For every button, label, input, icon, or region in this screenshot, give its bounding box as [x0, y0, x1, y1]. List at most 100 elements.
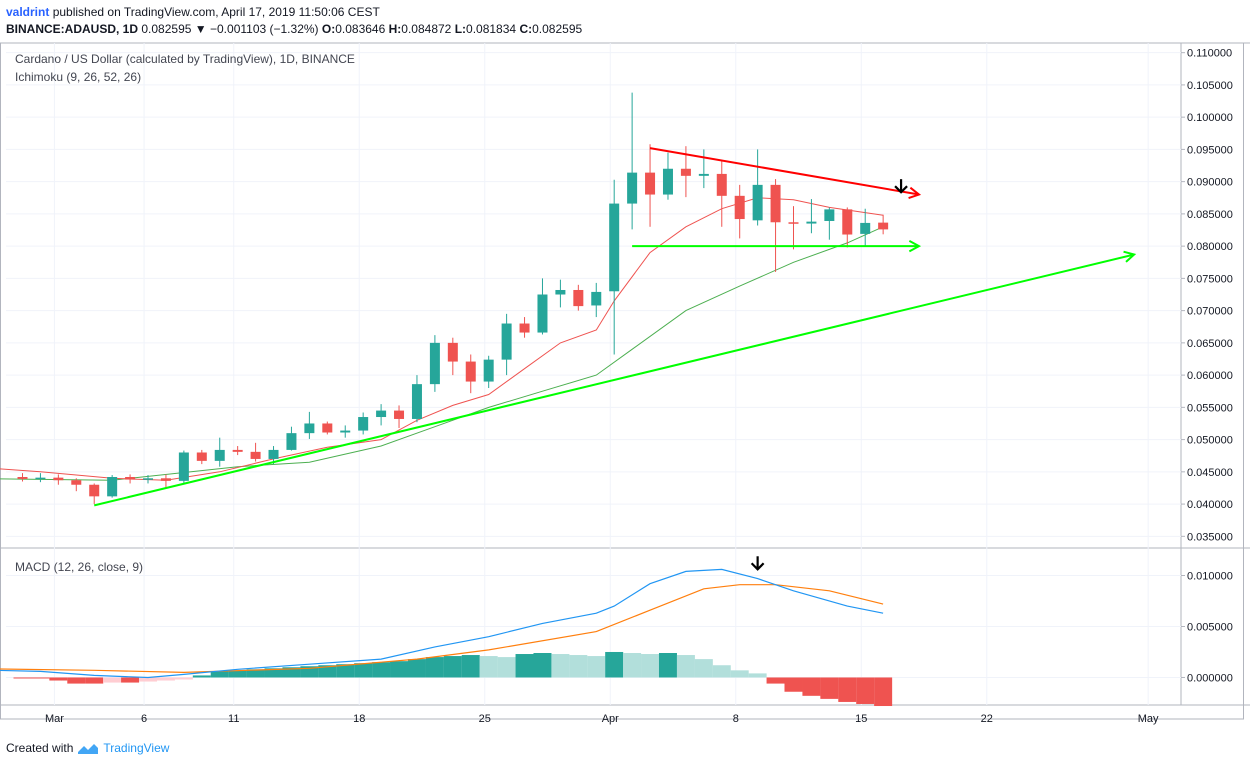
low-label: L: [454, 22, 467, 36]
x-tick-label: May [1138, 713, 1159, 725]
candle-body [71, 480, 82, 485]
macd-histogram-bar [372, 662, 391, 678]
macd-histogram-bar [354, 663, 373, 678]
macd-histogram-bar [838, 677, 857, 702]
candle-body [160, 478, 171, 481]
macd-histogram-bar [282, 667, 301, 678]
macd-histogram-bar [31, 677, 50, 679]
macd-histogram-bar [174, 677, 193, 680]
tradingview-brand-link[interactable]: TradingView [103, 741, 170, 755]
candle-body [698, 173, 709, 176]
macd-histogram-bar [121, 677, 140, 683]
macd-histogram-bar [820, 677, 839, 699]
candle-body [89, 484, 100, 497]
candle-body [519, 323, 530, 333]
open-value: 0.083646 [335, 22, 386, 36]
x-tick-label: Apr [602, 713, 619, 725]
candle-body [842, 209, 853, 235]
macd-histogram-bar [856, 677, 875, 704]
y-tick-label: 0.045000 [1187, 467, 1233, 479]
macd-histogram-bar [784, 677, 803, 692]
close-label: C: [519, 22, 533, 36]
symbol-label: BINANCE:ADAUSD, 1D [6, 22, 139, 36]
x-tick-label: 18 [353, 713, 365, 725]
y-tick-label: 0.075000 [1187, 273, 1233, 285]
ascending-trendline-head [1123, 250, 1137, 263]
macd-histogram-bar [533, 653, 552, 678]
candle-body [591, 291, 602, 306]
candle-body [662, 168, 673, 195]
symbol-ohlc-row: BINANCE:ADAUSD, 1D 0.082595 ▼ −0.001103 … [6, 21, 582, 37]
resistance-trendline [649, 147, 920, 196]
candle-body [573, 289, 584, 307]
macd-histogram-bar [425, 657, 444, 678]
candle-body [680, 168, 691, 176]
author-link[interactable]: valdrint [6, 5, 50, 19]
candle-body [394, 410, 405, 419]
candle-body [178, 452, 189, 481]
y-tick-label: 0.065000 [1187, 338, 1233, 350]
macd-histogram-bar [85, 677, 104, 684]
macd-histogram-bar [641, 654, 660, 678]
x-tick-label: Mar [45, 713, 64, 725]
macd-histogram-bar [766, 677, 785, 684]
y-tick-label: 0.040000 [1187, 499, 1233, 511]
close-value: 0.082595 [532, 22, 583, 36]
candle-body [358, 417, 369, 431]
macd-histogram-bar [246, 669, 265, 678]
support-line-head [908, 239, 922, 253]
candle-body [232, 449, 243, 452]
candle-body [17, 476, 28, 479]
candle-body [788, 222, 799, 224]
candle-body [35, 477, 46, 480]
candle-body [860, 222, 871, 234]
macd-down-arrow-marker-head [750, 562, 765, 571]
macd-tick-label: 0.005000 [1187, 621, 1233, 633]
candle-body [107, 476, 118, 497]
macd-histogram-bar [658, 653, 677, 678]
macd-histogram-bar [139, 677, 158, 682]
macd-legend: MACD (12, 26, close, 9) [15, 560, 144, 574]
candle-body [322, 423, 333, 433]
candle-body [250, 451, 261, 459]
candle-body [376, 410, 387, 418]
candle-body [537, 294, 548, 333]
macd-histogram-bar [49, 677, 68, 681]
candle-body [752, 184, 763, 221]
chart-frame [0, 42, 1244, 720]
macd-histogram-bar [300, 666, 319, 678]
macd-tick-label: 0.000000 [1187, 672, 1233, 684]
macd-histogram-bar [479, 656, 498, 678]
candle-body [806, 221, 817, 224]
macd-histogram-bar [13, 677, 32, 679]
macd-histogram-bar [156, 677, 175, 681]
x-tick-label: 25 [479, 713, 491, 725]
candle-body [645, 172, 656, 195]
macd-histogram-bar [443, 656, 462, 678]
candle-body [196, 452, 207, 461]
y-tick-label: 0.110000 [1187, 48, 1232, 60]
y-tick-label: 0.100000 [1187, 112, 1233, 124]
ascending-trendline [93, 253, 1135, 507]
candle-body [609, 203, 620, 292]
ichimoku-conversion-line [0, 197, 884, 481]
open-label: O: [321, 22, 336, 36]
candle-body [304, 423, 315, 434]
created-with-text: Created with [6, 741, 74, 755]
y-tick-label: 0.090000 [1187, 177, 1233, 189]
y-tick-label: 0.080000 [1187, 241, 1233, 253]
macd-histogram-bar [569, 655, 588, 678]
candle-body [53, 477, 64, 481]
candle-body [125, 476, 136, 480]
macd-histogram-bar [515, 654, 534, 678]
candle-body [429, 342, 440, 385]
ichimoku-base-line [0, 226, 884, 481]
publish-info: valdrint published on TradingView.com, A… [6, 4, 380, 20]
macd-histogram-bar [874, 677, 893, 707]
macd-histogram-bar [676, 655, 695, 678]
y-tick-label: 0.085000 [1187, 209, 1233, 221]
candle-body [447, 342, 458, 362]
high-value: 0.084872 [401, 22, 452, 36]
candle-body [734, 195, 745, 220]
